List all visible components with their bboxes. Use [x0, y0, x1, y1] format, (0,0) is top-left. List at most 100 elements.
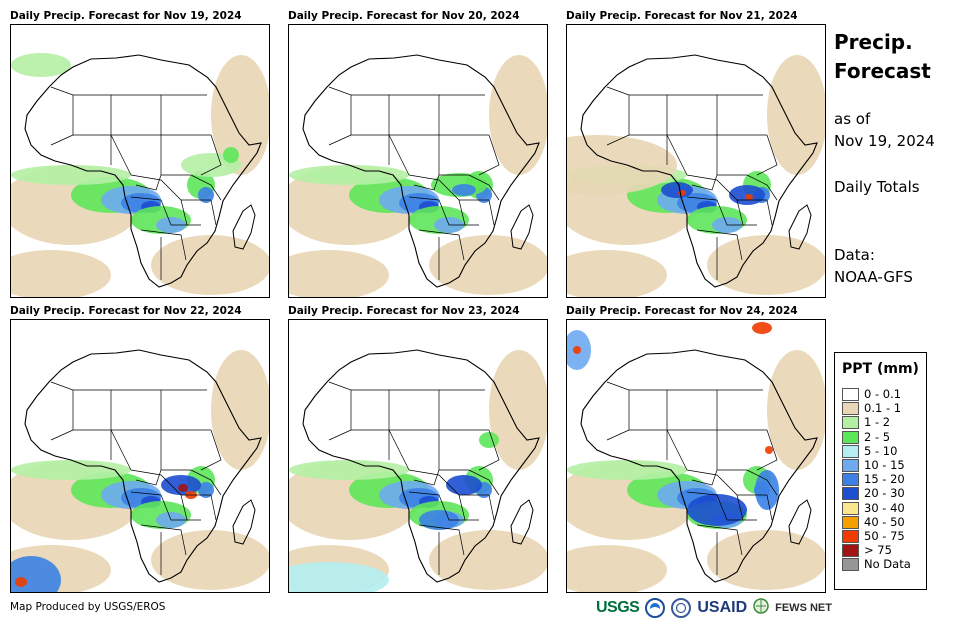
precip-area	[446, 475, 482, 495]
legend-label: 30 - 40	[864, 500, 905, 515]
precip-area	[198, 187, 214, 203]
country-border	[766, 199, 773, 226]
data-source: Data: NOAA-GFS	[834, 244, 913, 288]
country-border	[418, 229, 465, 261]
madagascar-outline	[232, 499, 256, 545]
country-border	[736, 199, 744, 226]
country-border	[438, 430, 469, 471]
precip-area	[289, 460, 409, 480]
precip-area	[755, 470, 779, 510]
forecast-map	[566, 24, 826, 298]
country-border	[686, 469, 767, 496]
country-border	[686, 491, 757, 521]
fews-globe-icon	[753, 597, 769, 619]
legend-label: 40 - 50	[864, 514, 905, 529]
country-border	[408, 174, 489, 201]
legend-item: 30 - 40	[842, 500, 905, 517]
country-border	[629, 94, 668, 125]
legend-label: 10 - 15	[864, 458, 905, 472]
title-line-1: Precip.	[834, 30, 913, 54]
panel-title: Daily Precip. Forecast for Nov 23, 2024	[288, 305, 520, 317]
country-border	[351, 94, 390, 125]
forecast-map	[288, 24, 548, 298]
africa-coastline	[24, 54, 262, 288]
legend-label: 1 - 2	[864, 415, 891, 430]
precip-area	[289, 562, 389, 592]
country-border	[73, 389, 112, 420]
country-border	[408, 491, 479, 521]
legend-label: No Data	[864, 557, 911, 572]
legend-swatch	[842, 416, 859, 430]
precip-area	[567, 545, 667, 592]
madagascar-outline	[510, 499, 534, 545]
country-border	[458, 494, 466, 521]
country-border	[389, 94, 440, 135]
legend-label: 0 - 0.1	[864, 387, 902, 401]
precip-map-svg	[289, 54, 547, 297]
country-border	[488, 199, 495, 226]
precip-area	[765, 446, 773, 454]
country-border	[73, 94, 112, 125]
forecast-panel-2: Daily Precip. Forecast for Nov 20, 2024	[288, 10, 548, 300]
as-of-date: as of Nov 19, 2024	[834, 108, 935, 152]
forecast-map	[288, 319, 548, 593]
precip-area	[419, 510, 459, 530]
main-title: Precip. Forecast	[834, 28, 931, 86]
legend-label: 20 - 30	[864, 486, 905, 501]
legend-label: 15 - 20	[864, 472, 905, 487]
fews-net-logo: FEWS NET	[775, 602, 832, 614]
country-border	[388, 134, 410, 176]
country-border	[135, 174, 162, 191]
country-border	[180, 494, 188, 521]
country-border	[667, 94, 718, 135]
precip-area	[707, 235, 825, 295]
country-border	[458, 199, 466, 226]
precip-area	[687, 494, 747, 526]
credit-text: Map Produced by USGS/EROS	[10, 601, 166, 613]
country-border	[351, 389, 390, 420]
country-border	[746, 174, 778, 201]
country-border	[691, 469, 718, 486]
country-border	[210, 494, 217, 521]
legend-swatch	[842, 402, 859, 416]
country-border	[111, 94, 162, 135]
legend-swatch	[842, 388, 859, 401]
country-border	[413, 469, 440, 486]
madagascar-outline	[232, 204, 256, 250]
precip-area	[745, 194, 753, 200]
africa-coastline	[302, 349, 540, 583]
legend-item: > 75	[842, 544, 892, 559]
as-of-value: Nov 19, 2024	[834, 132, 935, 150]
country-border	[716, 135, 747, 176]
country-border	[716, 430, 747, 471]
title-line-2: Forecast	[834, 59, 931, 83]
panel-title: Daily Precip. Forecast for Nov 19, 2024	[10, 10, 242, 22]
country-border	[190, 174, 222, 201]
africa-coastline	[580, 54, 818, 288]
country-border	[667, 389, 718, 430]
country-border	[135, 469, 162, 486]
country-border	[438, 135, 469, 176]
country-border	[756, 134, 778, 176]
legend-item: 1 - 2	[842, 416, 890, 431]
country-border	[478, 429, 500, 471]
precip-area	[211, 350, 269, 470]
legend-swatch	[842, 459, 859, 472]
country-border	[388, 429, 410, 471]
forecast-map	[566, 319, 826, 593]
legend-item: 50 - 75	[842, 530, 905, 545]
precip-area	[661, 182, 693, 198]
forecast-panel-6: Daily Precip. Forecast for Nov 24, 2024	[566, 305, 826, 595]
country-border	[50, 429, 74, 441]
country-border	[130, 196, 201, 226]
africa-coastline	[302, 54, 540, 288]
data-source-label: Data:	[834, 246, 875, 264]
precip-area	[489, 350, 547, 470]
africa-coastline	[24, 349, 262, 583]
legend-item: 40 - 50	[842, 514, 905, 531]
precip-area	[11, 250, 111, 297]
legend-item: 20 - 30	[842, 487, 905, 502]
country-border	[606, 381, 630, 430]
country-border	[328, 134, 352, 146]
